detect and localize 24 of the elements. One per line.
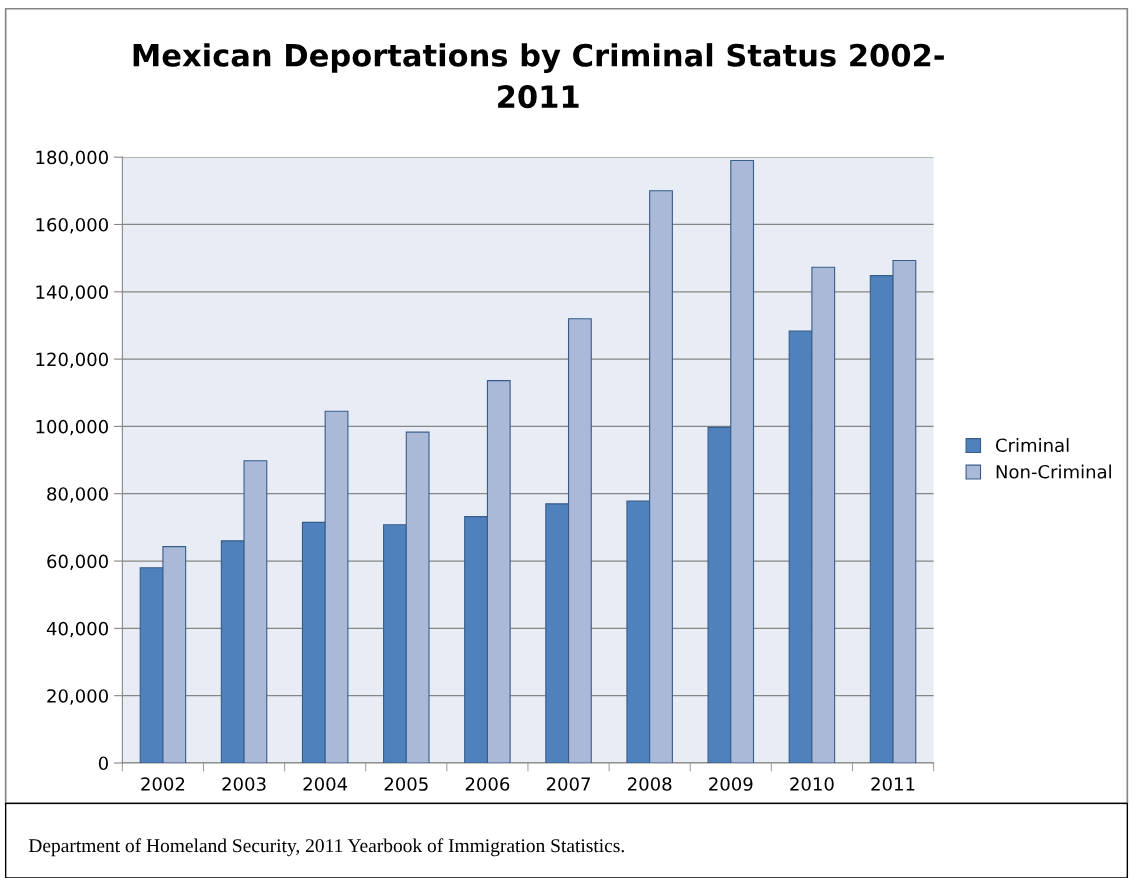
- y-tick-label: 140,000: [36, 285, 108, 301]
- y-tick-label: 80,000: [47, 487, 108, 503]
- x-tick-label: 2010: [790, 777, 834, 791]
- x-tick-label: 2004: [303, 777, 348, 791]
- y-tick-label: 0: [98, 756, 108, 771]
- text: Department of Homeland Security, 2011 Yearbook of Immigration Statistics.: [28, 838, 624, 857]
- chart-title: Mexican Deportations by Criminal Status 2002- 2011: [133, 43, 944, 109]
- y-tick-label: 20,000: [47, 689, 108, 705]
- x-tick-label: 2007: [546, 777, 590, 791]
- x-tick-label: 2002: [141, 777, 185, 791]
- y-tick-label: 180,000: [36, 150, 108, 167]
- x-tick-label: 2006: [465, 777, 510, 791]
- y-tick-label: 100,000: [36, 419, 108, 436]
- y-tick-label: 40,000: [46, 621, 108, 638]
- y-tick-label: 120,000: [36, 352, 108, 369]
- x-tick-label: 2005: [384, 777, 428, 791]
- legend-label: Non-Criminal: [996, 464, 1111, 479]
- x-tick-label: 2009: [709, 777, 753, 791]
- x-tick-label: 2008: [628, 777, 672, 791]
- y-tick-label: 60,000: [47, 554, 108, 570]
- x-tick-label: 2011: [871, 777, 915, 791]
- y-tick-label: 160,000: [36, 217, 108, 234]
- legend-label: Criminal: [995, 438, 1069, 453]
- x-tick-label: 2003: [222, 777, 266, 791]
